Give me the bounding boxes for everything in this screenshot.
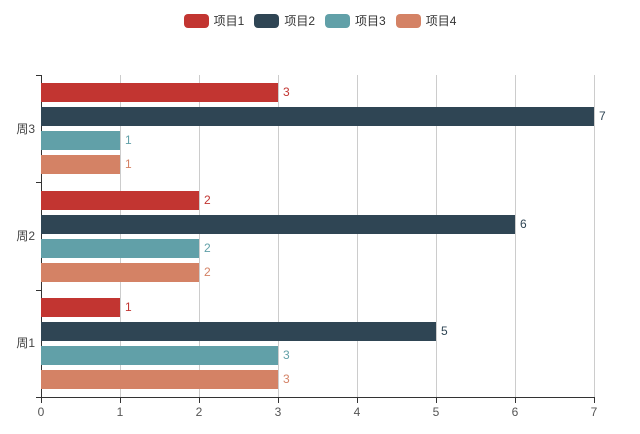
legend-item-项目4[interactable]: 项目4 <box>395 14 457 28</box>
bar-项目1-周2 <box>41 191 199 210</box>
bar-value-项目1-周2: 2 <box>204 193 211 207</box>
gridline-x1 <box>120 75 121 397</box>
legend-swatch-icon <box>183 14 209 28</box>
x-axis-line <box>41 397 595 398</box>
x-axis-tick-4 <box>357 398 358 403</box>
bar-value-项目4-周1: 3 <box>283 372 290 386</box>
gridline-x4 <box>357 75 358 397</box>
gridline-x5 <box>436 75 437 397</box>
bar-项目2-周3 <box>41 107 594 126</box>
gridline-x6 <box>515 75 516 397</box>
x-axis-label-3: 3 <box>274 405 282 419</box>
bar-value-项目3-周3: 1 <box>125 133 132 147</box>
legend-item-项目2[interactable]: 项目2 <box>254 14 315 28</box>
y-axis-tick-3 <box>36 397 41 398</box>
bar-value-项目3-周2: 2 <box>204 241 211 255</box>
legend-swatch-icon <box>254 14 280 28</box>
x-axis-tick-3 <box>278 398 279 403</box>
x-axis-tick-7 <box>594 398 595 403</box>
x-axis-tick-1 <box>120 398 121 403</box>
y-axis-label-周2: 周2 <box>16 229 35 243</box>
legend-swatch-icon <box>395 14 421 28</box>
y-axis-tick-2 <box>36 290 41 291</box>
legend-item-项目1[interactable]: 项目1 <box>183 14 245 28</box>
x-axis-label-1: 1 <box>116 405 124 419</box>
gridline-x7 <box>594 75 595 397</box>
x-axis-label-2: 2 <box>195 405 203 419</box>
legend-label: 项目2 <box>284 14 315 28</box>
y-axis-label-周1: 周1 <box>16 336 35 350</box>
bar-项目1-周1 <box>41 298 120 317</box>
legend-label: 项目1 <box>213 14 245 28</box>
y-axis-tick-0 <box>36 75 41 76</box>
x-axis-label-5: 5 <box>432 405 440 419</box>
x-axis-tick-0 <box>41 398 42 403</box>
x-axis-label-4: 4 <box>353 405 361 419</box>
bar-value-项目4-周2: 2 <box>204 265 211 279</box>
bar-value-项目2-周1: 5 <box>441 324 448 338</box>
bar-项目2-周1 <box>41 322 436 341</box>
bar-项目3-周2 <box>41 239 199 258</box>
bar-value-项目1-周1: 1 <box>125 300 132 314</box>
legend-label: 项目3 <box>355 14 386 28</box>
y-axis-tick-1 <box>36 182 41 183</box>
bar-value-项目2-周2: 6 <box>520 217 527 231</box>
bar-项目4-周2 <box>41 263 199 282</box>
bar-项目4-周1 <box>41 370 278 389</box>
bar-value-项目2-周3: 7 <box>599 109 606 123</box>
y-axis-line <box>41 75 42 398</box>
bar-项目3-周3 <box>41 131 120 150</box>
bar-项目3-周1 <box>41 346 278 365</box>
bar-项目1-周3 <box>41 83 278 102</box>
legend-label: 项目4 <box>425 14 457 28</box>
x-axis-tick-5 <box>436 398 437 403</box>
chart-legend: 项目1 项目2 项目3 项目4 <box>0 14 640 28</box>
legend-item-项目3[interactable]: 项目3 <box>325 14 386 28</box>
x-axis-label-0: 0 <box>37 405 45 419</box>
gridline-x2 <box>199 75 200 397</box>
bar-项目4-周3 <box>41 155 120 174</box>
x-axis-label-7: 7 <box>590 405 598 419</box>
legend-swatch-icon <box>325 14 350 28</box>
gridline-x3 <box>278 75 279 397</box>
y-axis-label-周3: 周3 <box>16 122 35 136</box>
bar-项目2-周2 <box>41 215 515 234</box>
x-axis-tick-2 <box>199 398 200 403</box>
x-axis-tick-6 <box>515 398 516 403</box>
x-axis-label-6: 6 <box>511 405 519 419</box>
bar-value-项目3-周1: 3 <box>283 348 290 362</box>
bar-value-项目4-周3: 1 <box>125 157 132 171</box>
bar-value-项目1-周3: 3 <box>283 85 290 99</box>
